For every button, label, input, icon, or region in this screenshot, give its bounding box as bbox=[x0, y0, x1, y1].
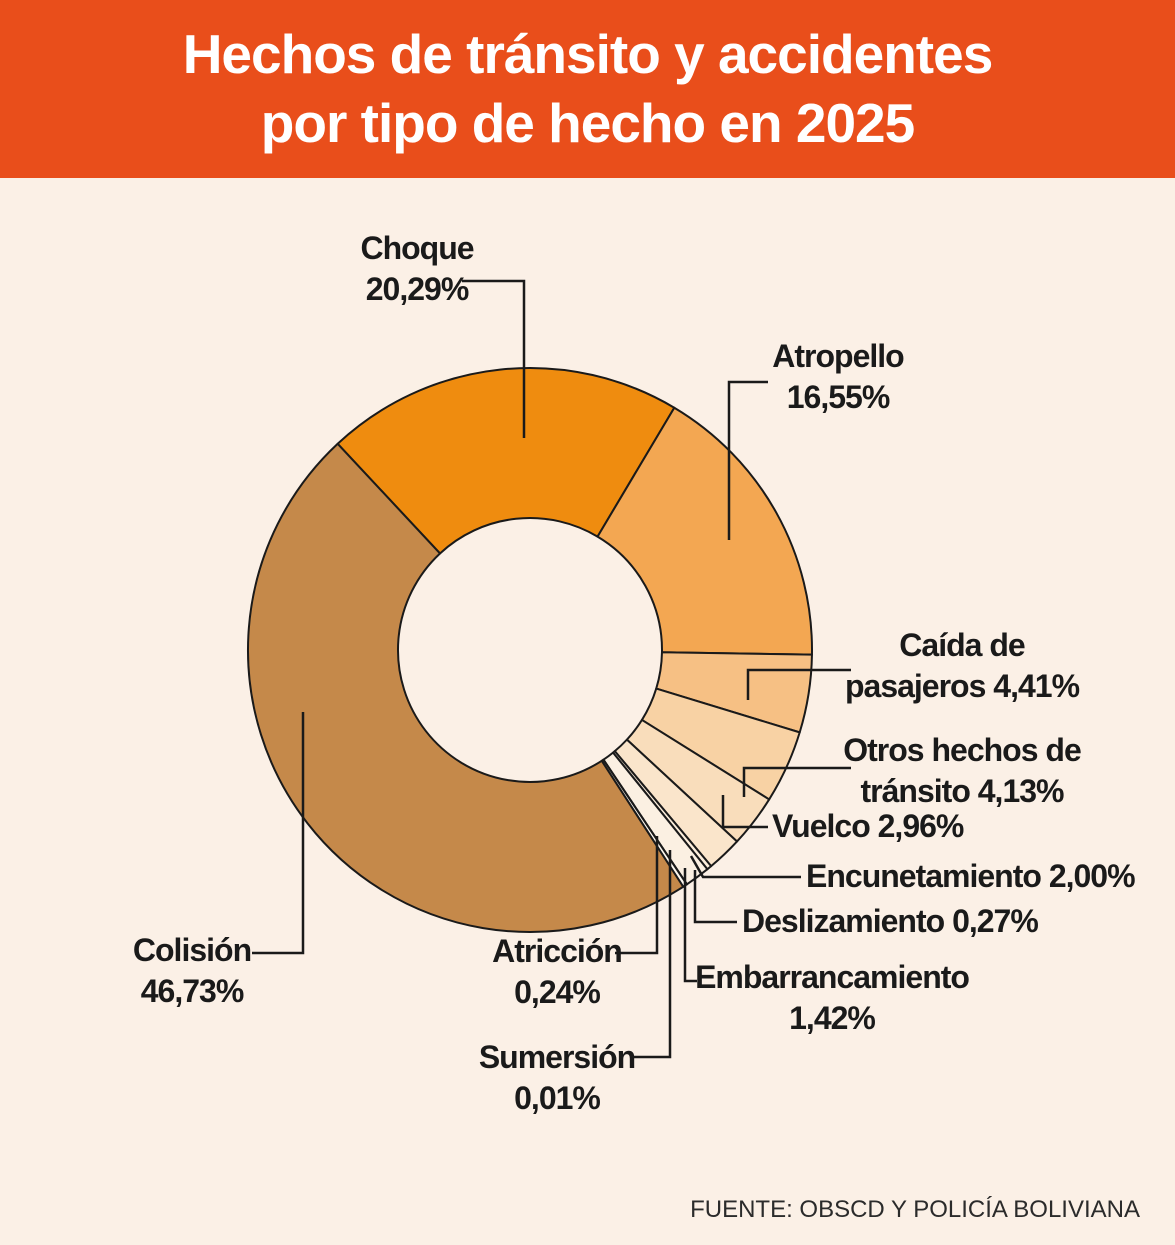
slice-label-atriccion: Atricción 0,24% bbox=[492, 931, 623, 1013]
slice-label-atriccion-line-1: Atricción bbox=[492, 933, 623, 969]
donut-svg bbox=[247, 279, 851, 1059]
slice-label-choque-line-2: 20,29% bbox=[365, 271, 470, 307]
slice-label-sumersion-line-1: Sumersión bbox=[478, 1039, 636, 1075]
leader-line-sumersion bbox=[633, 850, 672, 1059]
slice-label-caida: Caída de pasajeros 4,41% bbox=[844, 625, 1080, 707]
chart-title-line-1: Hechos de tránsito y accidentes bbox=[182, 23, 994, 85]
leader-line-colision bbox=[252, 712, 305, 955]
slice-label-caida-line-1: Caída de bbox=[899, 627, 1025, 663]
slice-label-choque-line-1: Choque bbox=[360, 230, 474, 266]
slice-label-colision-line-1: Colisión bbox=[132, 932, 252, 968]
leader-line-choque bbox=[462, 279, 526, 438]
slice-label-atropello-line-2: 16,55% bbox=[786, 379, 891, 415]
slice-label-embarrancamiento-line-2: 1,42% bbox=[789, 1000, 876, 1036]
source-note: FUENTE: OBSCD Y POLICÍA BOLIVIANA bbox=[690, 1196, 1140, 1223]
slice-colision bbox=[247, 442, 685, 933]
slice-label-choque: Choque 20,29% bbox=[360, 228, 474, 310]
leader-line-vuelco bbox=[721, 795, 768, 829]
donut-chart: Choque 20,29% Atropello 16,55% Caída de pasaj… bbox=[0, 178, 1175, 1245]
slice-label-deslizamiento-line-1: Deslizamiento 0,27% bbox=[742, 903, 1039, 939]
slice-label-otros-line-1: Otros hechos de bbox=[843, 732, 1081, 768]
slice-label-colision: Colisión 46,73% bbox=[132, 930, 252, 1012]
slice-label-otros: Otros hechos de tránsito 4,13% bbox=[843, 730, 1081, 812]
slice-label-encunetamiento-line-1: Encunetamiento 2,00% bbox=[806, 858, 1136, 894]
slice-label-caida-line-2: pasajeros 4,41% bbox=[844, 668, 1080, 704]
leader-line-deslizamiento bbox=[693, 870, 737, 924]
leader-line-atriccion bbox=[615, 836, 659, 955]
chart-title-line-2: por tipo de hecho en 2025 bbox=[260, 92, 915, 154]
slice-label-encunetamiento: Encunetamiento 2,00% bbox=[806, 856, 1136, 897]
slice-label-atropello-line-1: Atropello bbox=[772, 338, 904, 374]
slice-label-deslizamiento: Deslizamiento 0,27% bbox=[742, 901, 1039, 942]
leader-line-encunetamiento bbox=[689, 855, 801, 879]
leader-line-otros bbox=[742, 766, 851, 797]
slice-label-otros-line-2: tránsito 4,13% bbox=[860, 773, 1065, 809]
slice-label-sumersion-line-2: 0,01% bbox=[514, 1080, 601, 1116]
slice-label-vuelco-line-1: Vuelco 2,96% bbox=[772, 808, 964, 844]
slice-choque bbox=[336, 367, 676, 555]
slice-label-colision-line-2: 46,73% bbox=[140, 973, 245, 1009]
leader-line-embarrancamiento bbox=[683, 868, 697, 983]
slice-label-sumersion: Sumersión 0,01% bbox=[478, 1037, 636, 1119]
header-banner: Hechos de tránsito y accidentes por tipo… bbox=[0, 0, 1175, 178]
slice-label-atropello: Atropello 16,55% bbox=[772, 336, 904, 418]
slice-label-vuelco: Vuelco 2,96% bbox=[772, 806, 964, 847]
slice-label-embarrancamiento: Embarrancamiento 1,42% bbox=[695, 957, 970, 1039]
leader-line-atropello bbox=[727, 380, 768, 540]
slice-label-embarrancamiento-line-1: Embarrancamiento bbox=[695, 959, 970, 995]
slice-label-atriccion-line-2: 0,24% bbox=[514, 974, 601, 1010]
slice-atropello bbox=[596, 406, 813, 656]
leader-line-caida bbox=[746, 668, 851, 700]
